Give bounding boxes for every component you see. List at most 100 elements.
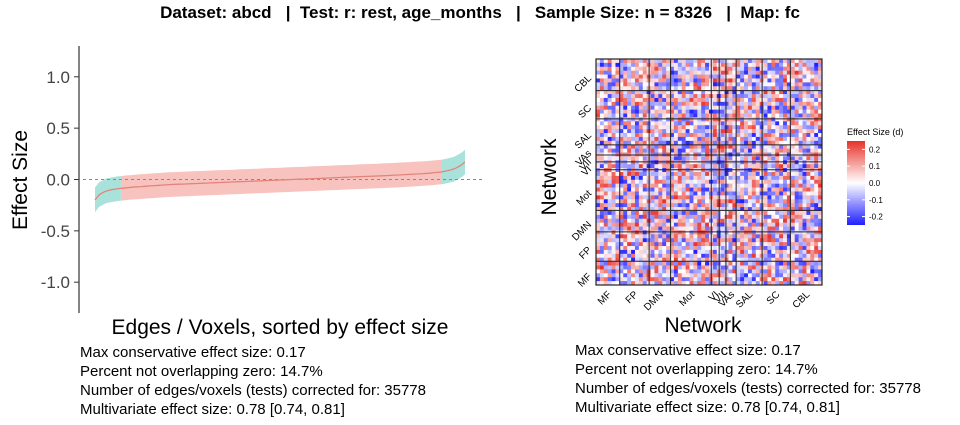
heatmap-cell (634, 62, 640, 68)
heatmap-cell (810, 265, 815, 270)
heatmap-cell (794, 129, 799, 134)
heatmap-y-tick-label: FP (577, 245, 594, 262)
heatmap-cell (763, 148, 768, 153)
heatmap-cell (790, 238, 796, 243)
heatmap-cell (767, 246, 772, 251)
heatmap-cell (650, 125, 655, 130)
heatmap-cell (599, 86, 605, 91)
heatmap-cell (755, 62, 760, 68)
heatmap-cell (705, 203, 710, 208)
heatmap-cell (728, 82, 733, 87)
heatmap-cell (603, 94, 608, 99)
y-tick-label: 1.0 (46, 68, 70, 87)
heatmap-cell (732, 242, 737, 247)
heatmap-cell (794, 82, 799, 87)
heatmap-cell (681, 164, 686, 169)
heatmap-cell (814, 257, 819, 262)
heatmap-cell (697, 218, 702, 223)
heatmap-cell (802, 156, 807, 161)
heatmap-cell (794, 210, 799, 216)
heatmap-cell (673, 59, 679, 64)
heatmap-cell (779, 74, 784, 79)
heatmap-cell (740, 86, 745, 91)
heatmap-cell (814, 121, 819, 126)
heatmap-cell (736, 78, 741, 83)
heatmap-cell (779, 97, 784, 103)
heatmap-cell (755, 277, 760, 282)
heatmap-cell (658, 183, 663, 188)
heatmap-cell (623, 78, 628, 83)
heatmap-cell (650, 101, 655, 107)
heatmap-cell (596, 183, 601, 188)
heatmap-cell (689, 253, 694, 259)
heatmap-cell (599, 179, 605, 184)
heatmap-cell (705, 97, 710, 103)
heatmap-cell (814, 94, 819, 99)
heatmap-cell (747, 242, 753, 247)
heatmap-cell (654, 207, 659, 212)
heatmap-cell (697, 109, 702, 114)
heatmap-cell (736, 90, 741, 95)
heatmap-cell (631, 172, 636, 177)
heatmap-cell (670, 105, 675, 110)
heatmap-cell (786, 234, 792, 239)
heatmap-cell (615, 172, 620, 177)
heatmap-cell (798, 109, 803, 114)
heatmap-cell (627, 210, 632, 216)
heatmap-cell (740, 90, 745, 95)
heatmap-cell (740, 109, 745, 114)
heatmap-cell (599, 210, 605, 216)
heatmap-cell (670, 257, 675, 262)
heatmap-cell (767, 140, 772, 146)
heatmap-cell (755, 86, 760, 91)
heatmap-cell (677, 66, 683, 71)
heatmap-cell (720, 117, 725, 122)
heatmap-cell (755, 273, 760, 278)
heatmap-cell (732, 179, 737, 184)
heatmap-border (595, 58, 823, 286)
heatmap-cell (662, 183, 667, 188)
heatmap-cell (728, 273, 733, 278)
heatmap-cell (627, 164, 632, 169)
heatmap-cell (650, 94, 655, 99)
heatmap-cell (747, 105, 753, 110)
heatmap-cell (658, 148, 663, 153)
heatmap-cell (607, 78, 612, 83)
heatmap-cell (744, 59, 749, 64)
heatmap-cell (677, 125, 683, 130)
heatmap-cell (794, 156, 799, 161)
heatmap-cell (724, 105, 729, 110)
heatmap-cell (607, 249, 612, 255)
heatmap-cell (693, 86, 698, 91)
heatmap-cell (599, 257, 605, 262)
heatmap-cell (650, 121, 655, 126)
heatmap-cell (720, 82, 725, 87)
heatmap-cell (654, 133, 659, 138)
heatmap-cell (798, 59, 803, 64)
heatmap-cell (662, 136, 667, 142)
heatmap-cell (740, 179, 745, 184)
heatmap-cell (790, 199, 796, 204)
heatmap-cell (767, 164, 772, 169)
heatmap-cell (810, 94, 815, 99)
heatmap-cell (631, 125, 636, 130)
heatmap-cell (771, 125, 776, 130)
heatmap-cell (611, 136, 616, 142)
heatmap-cell (697, 257, 702, 262)
heatmap-cell (701, 133, 706, 138)
heatmap-cell (677, 226, 683, 231)
heatmap-cell (642, 121, 647, 126)
heatmap-cell (771, 210, 776, 216)
heatmap-cell (666, 249, 671, 255)
heatmap-cell (693, 133, 698, 138)
heatmap-cell (670, 125, 675, 130)
heatmap-cell (677, 70, 683, 75)
heatmap-cell (806, 140, 811, 146)
heatmap-cell (603, 144, 608, 149)
heatmap-cell (712, 70, 718, 75)
heatmap-cell (658, 109, 663, 114)
heatmap-cell (631, 230, 636, 235)
heatmap-cell (763, 257, 768, 262)
heatmap-cell (681, 172, 686, 177)
heatmap-cell (779, 234, 784, 239)
